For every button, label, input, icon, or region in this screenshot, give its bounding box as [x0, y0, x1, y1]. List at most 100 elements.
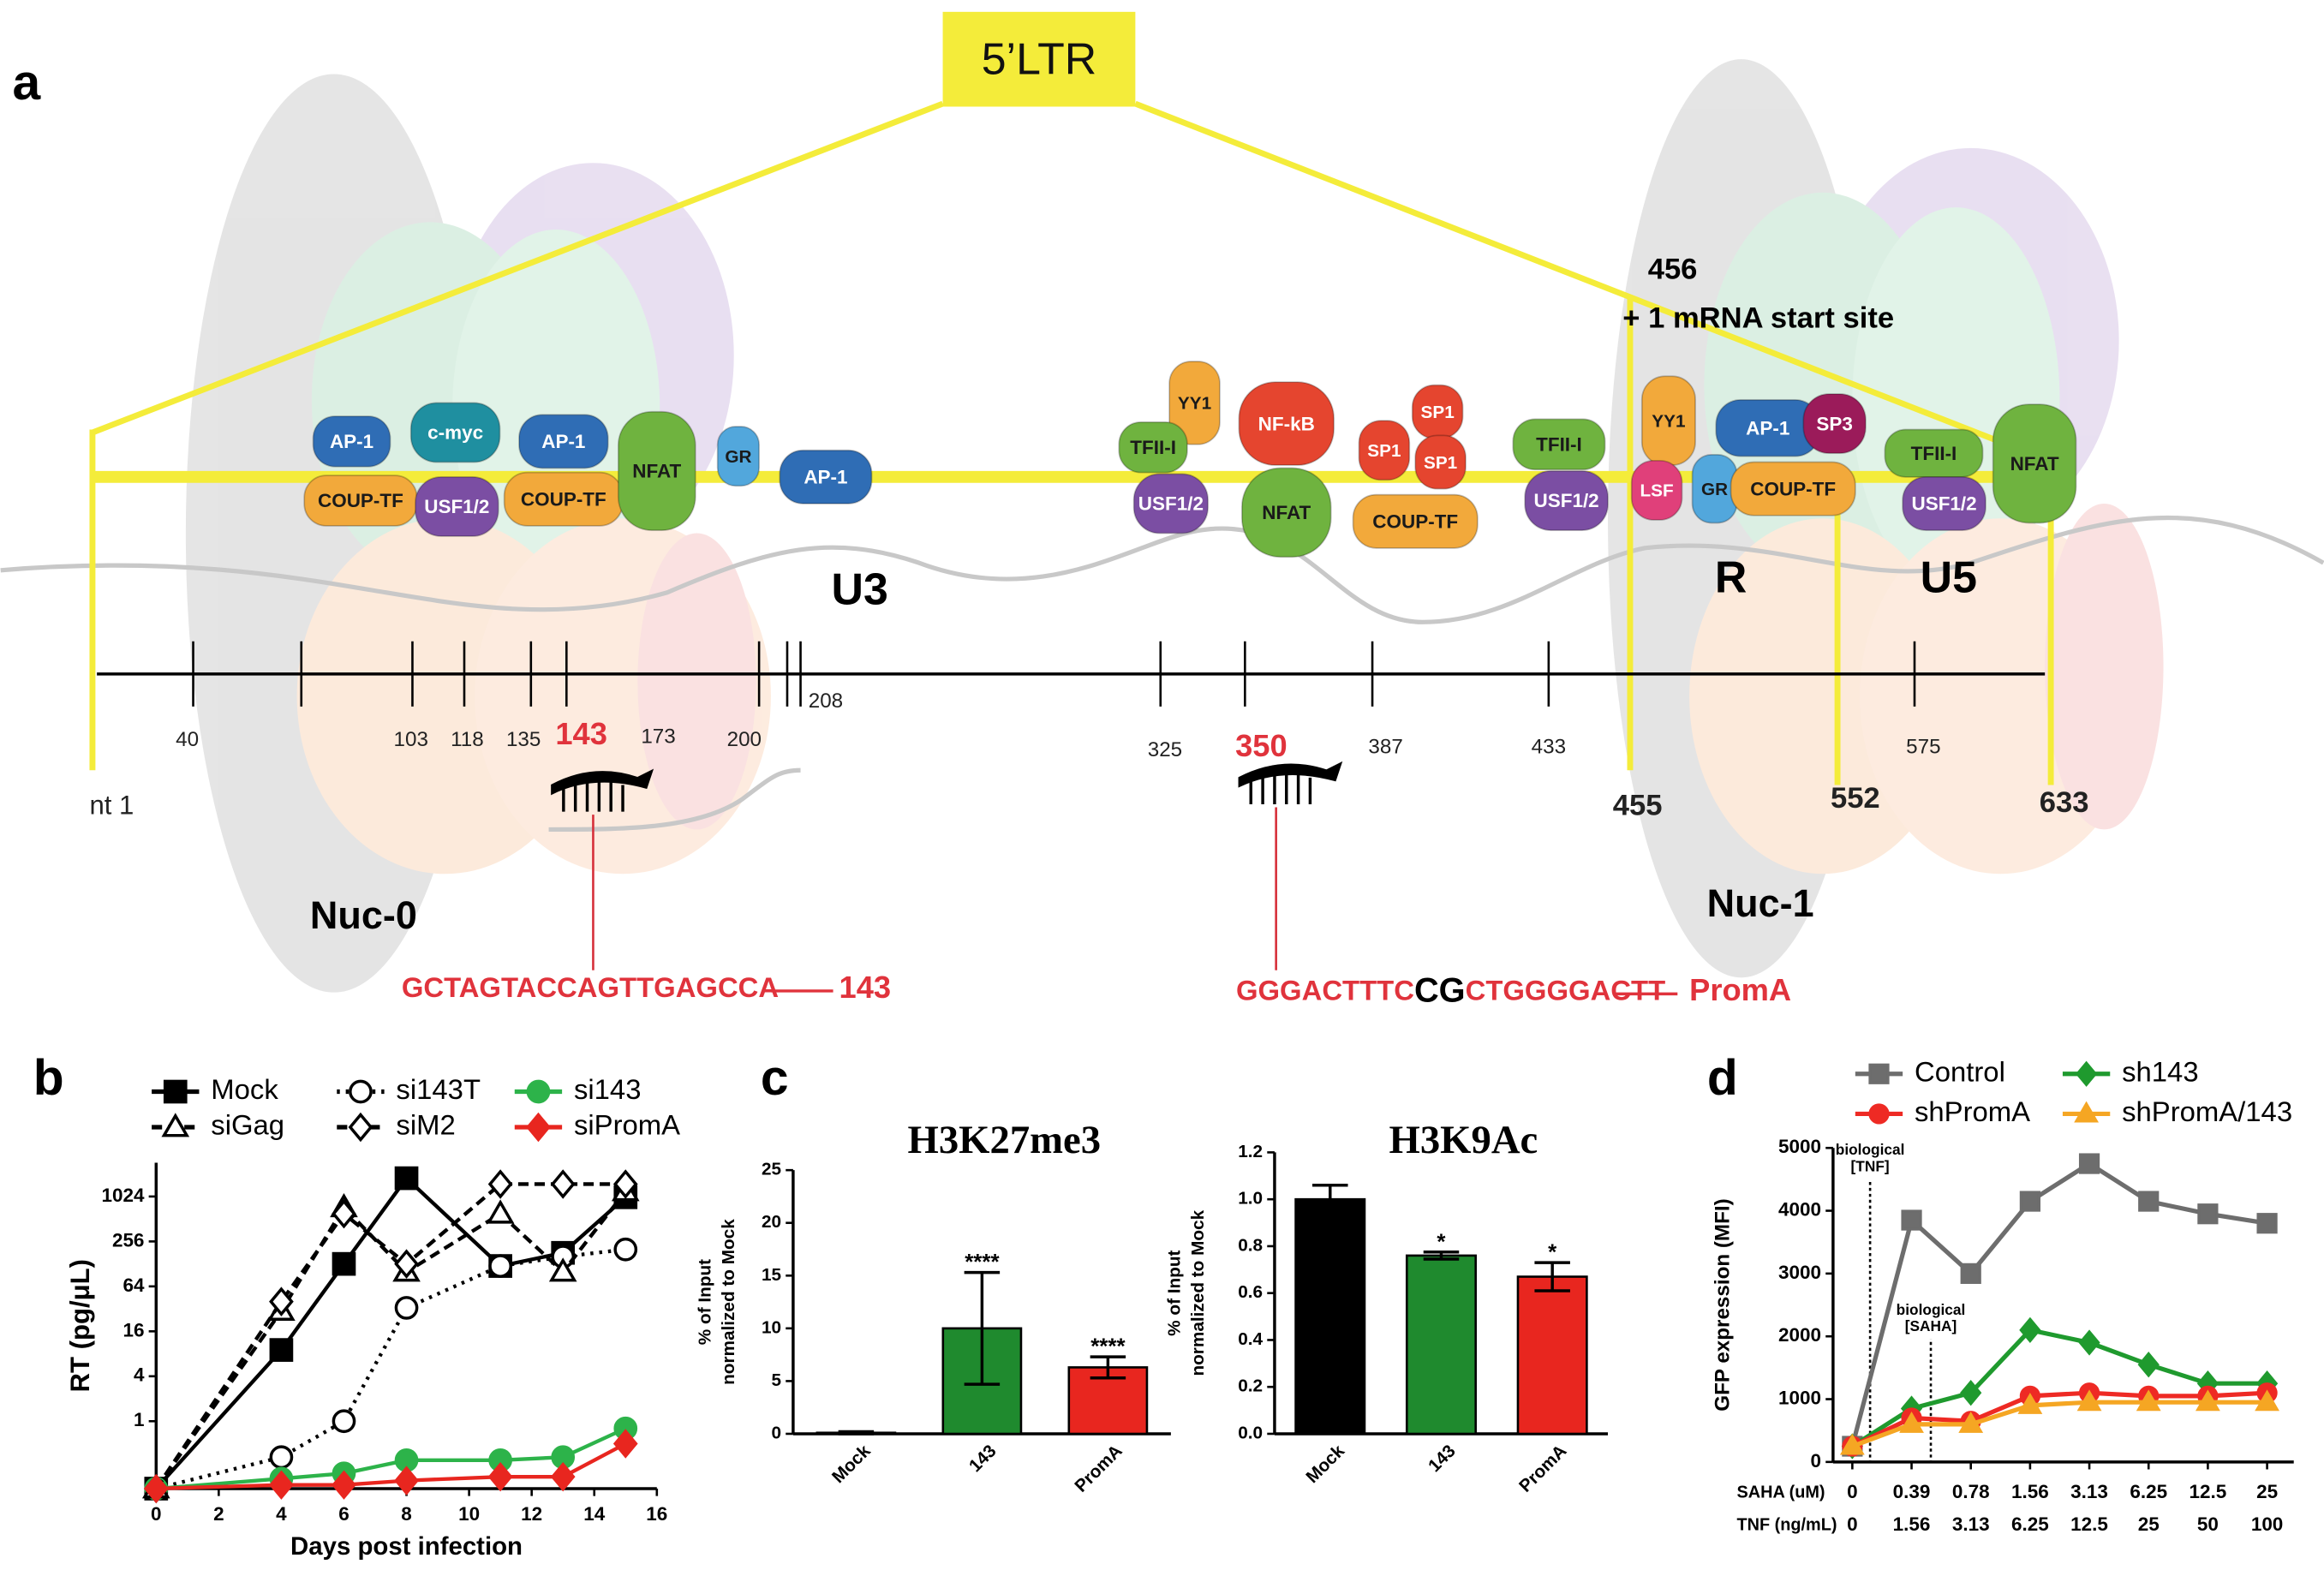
marker	[550, 1461, 576, 1492]
sequence: GGGACTTTCCGCTGGGGACTT	[1236, 971, 1665, 1009]
ruler-label: 552	[1831, 782, 1880, 815]
factor-label: USF1/2	[424, 496, 489, 517]
x-tick-label: PromA	[1071, 1441, 1126, 1495]
y-tick-label: 1024	[101, 1185, 144, 1206]
panel-letter: c	[761, 1050, 789, 1106]
nucleosome-label: Nuc-0	[310, 893, 417, 937]
sequence-part: GGGACTTTC	[1236, 974, 1414, 1006]
y-axis-label: GFP expression (MFI)	[1711, 1198, 1734, 1411]
ltr-edge	[1134, 100, 2054, 465]
error-bar	[1090, 1355, 1126, 1380]
marker	[2078, 1329, 2100, 1356]
x-tick-label: 3.13	[1952, 1513, 1990, 1535]
marker	[487, 1461, 513, 1492]
ltr-edge	[91, 100, 944, 436]
ruler-label: 350	[1235, 728, 1287, 763]
marker	[332, 1198, 356, 1229]
error-bar	[1534, 1261, 1570, 1292]
ruler-label: 325	[1148, 738, 1182, 761]
significance: *	[1548, 1241, 1557, 1265]
marker	[269, 1445, 294, 1470]
factor-label: NFAT	[632, 461, 681, 482]
marker	[1839, 1433, 1865, 1455]
x-tick-label: 50	[2197, 1513, 2219, 1535]
factor-label: USF1/2	[1138, 493, 1204, 515]
legend-marker	[348, 1112, 373, 1143]
factor-label: COUP-TF	[318, 490, 403, 511]
ruler-label: 433	[1532, 736, 1566, 759]
series-line	[1850, 1328, 2267, 1448]
annotation: [TNF]	[1851, 1157, 1890, 1174]
marker	[488, 1254, 512, 1278]
error-bar	[1423, 1251, 1460, 1261]
region-label: U3	[832, 564, 888, 613]
x-tick-label: 25	[2138, 1513, 2160, 1535]
marker	[613, 1237, 638, 1262]
nucleosome-label: Nuc-1	[1707, 881, 1814, 925]
legend-marker	[2074, 1101, 2100, 1123]
factor-shape	[1358, 420, 1411, 481]
y-tick-label: 0	[772, 1423, 782, 1442]
x-tick-label: 143	[965, 1441, 1001, 1476]
ruler-label: 143	[555, 716, 607, 751]
factor-shape	[1730, 461, 1856, 516]
x-tick-label: 10	[458, 1503, 480, 1525]
legend-marker	[1868, 1063, 1890, 1084]
legend-label: si143	[574, 1073, 642, 1105]
legend-label: Control	[1915, 1055, 2005, 1087]
factor-shape	[312, 415, 391, 468]
factor-shape	[1168, 361, 1221, 445]
marker	[487, 1169, 513, 1199]
x-tick-label: 6.25	[2011, 1513, 2049, 1535]
chart-title: H3K27me3	[908, 1118, 1102, 1162]
x-tick-label: 0	[151, 1503, 162, 1525]
marker	[1901, 1209, 1922, 1231]
x-tick-label: 0.78	[1952, 1481, 1990, 1502]
dna-strand	[0, 515, 2324, 624]
marker	[548, 1257, 577, 1282]
ruler-label: 200	[727, 728, 762, 751]
y-axis-label: % of Input	[695, 1259, 714, 1345]
y-tick-label: 5	[772, 1370, 782, 1390]
factor-label: SP1	[1367, 441, 1401, 461]
factor-label: LSF	[1640, 481, 1673, 501]
comb-icon	[1238, 761, 1343, 788]
marker	[1960, 1380, 1982, 1406]
legend-marker	[1868, 1103, 1890, 1125]
y-tick-label: 4	[134, 1364, 145, 1386]
y-tick-label: 0.8	[1238, 1235, 1263, 1255]
comb-teeth	[562, 782, 624, 812]
ruler-label: 208	[809, 690, 843, 713]
x-tick-label: 16	[646, 1503, 667, 1525]
x-tick-label: 1.56	[2011, 1481, 2049, 1502]
x-tick-label: 2	[213, 1503, 224, 1525]
y-axis-label: normalized to Mock	[719, 1219, 738, 1385]
x-tick-label: 3.13	[2070, 1481, 2108, 1502]
bar-chart: H3K9Ac 0.0 0.2 0.4 0.6 0.8 1.0 1.2 % of Input nor…	[1165, 1118, 1609, 1496]
y-axis-label: % of Input	[1165, 1250, 1185, 1335]
dna-strand	[548, 767, 801, 833]
x-tick-label: 143	[1425, 1441, 1460, 1476]
x-tick-label: 0.39	[1893, 1481, 1931, 1502]
factor-label: AP-1	[541, 431, 585, 452]
legend-marker	[526, 1112, 551, 1143]
factor-label: TFII-I	[1911, 443, 1957, 464]
sequence-name: 143	[839, 970, 892, 1005]
y-tick-label: 1	[134, 1409, 145, 1430]
nucleosome-shape	[2045, 503, 2164, 830]
legend-label: si143T	[396, 1073, 481, 1105]
comb-icon	[551, 768, 654, 796]
marker	[1960, 1263, 1981, 1284]
series-line	[1851, 1400, 2267, 1448]
x-row-label: TNF (ng/mL)	[1736, 1515, 1837, 1534]
panel-letter: a	[13, 55, 42, 110]
x-tick-label: 25	[2256, 1481, 2278, 1502]
sequence-part: CG	[1414, 971, 1466, 1009]
marker	[332, 1470, 356, 1500]
marker	[2256, 1213, 2278, 1234]
ruler-label: 575	[1906, 736, 1940, 759]
annotation: biological	[1836, 1141, 1905, 1158]
y-tick-label: 0.4	[1238, 1329, 1263, 1349]
factor-label: COUP-TF	[1750, 478, 1836, 499]
